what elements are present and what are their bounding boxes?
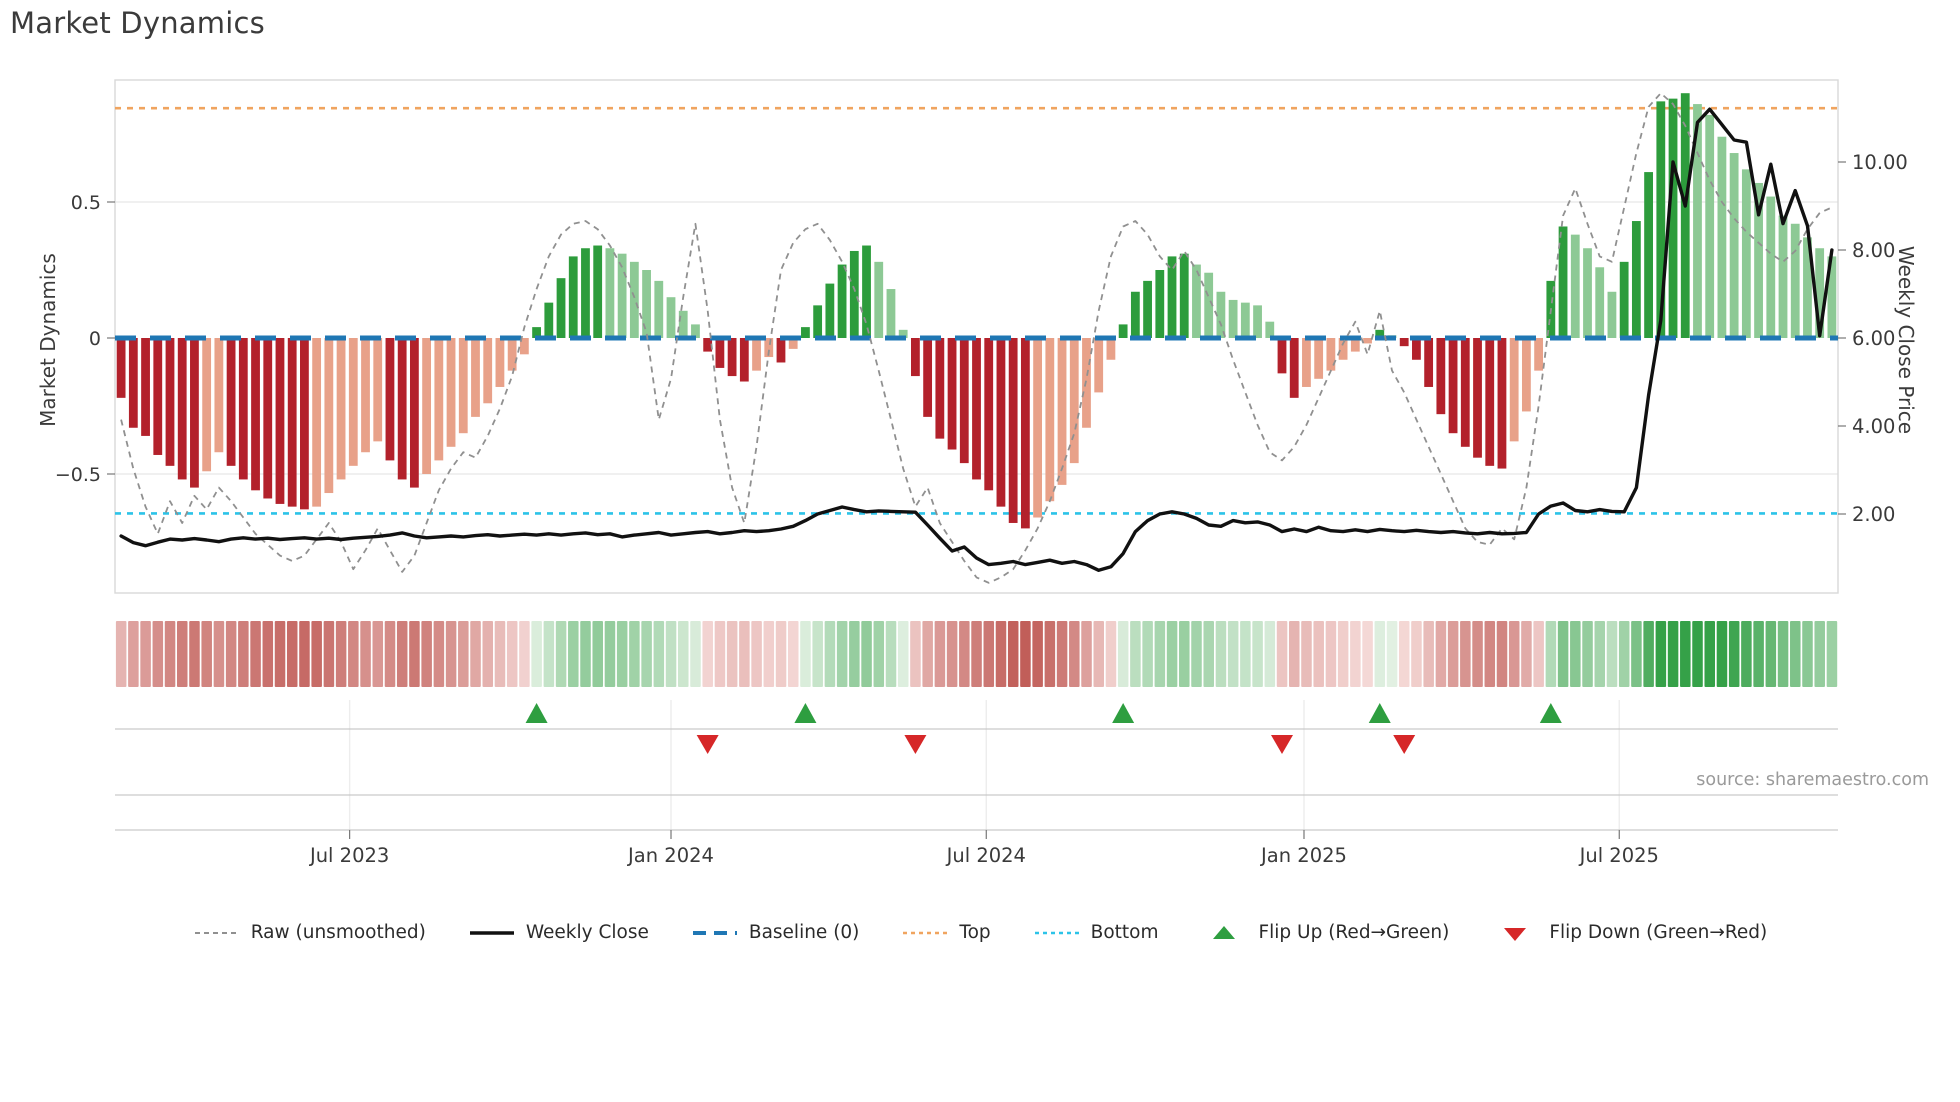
- legend-label-flip-up: Flip Up (Red→Green): [1258, 922, 1450, 943]
- legend-label-bottom: Bottom: [1090, 922, 1159, 943]
- flip-down-markers: [696, 735, 1416, 754]
- svg-text:8.00: 8.00: [1852, 239, 1895, 262]
- svg-text:0: 0: [89, 328, 101, 350]
- legend-item-bottom: Bottom: [1033, 922, 1159, 943]
- legend-item-raw: Raw (unsmoothed): [193, 922, 426, 943]
- legend-item-top: Top: [901, 922, 991, 943]
- legend-label-weekly-close: Weekly Close: [525, 922, 649, 943]
- axis-ticks: 0.5 0 −0.5 10.00 8.00 6.00 4.00 2.00: [55, 151, 1908, 526]
- svg-text:Jul 2023: Jul 2023: [308, 844, 389, 867]
- solid-black-swatch-icon: [469, 930, 514, 935]
- legend-item-weekly-close: Weekly Close: [468, 922, 649, 943]
- legend-label-raw: Raw (unsmoothed): [250, 922, 426, 943]
- tri-down-swatch-icon: [1504, 927, 1527, 941]
- flip-markers-panel: [115, 700, 1838, 831]
- svg-text:6.00: 6.00: [1852, 327, 1895, 350]
- x-axis: Jul 2023 Jan 2024 Jul 2024 Jan 2025 Jul 2025: [308, 830, 1659, 867]
- oscillator-bars: [116, 93, 1837, 529]
- chart-legend: Raw (unsmoothed) Weekly Close Baseline (0)…: [0, 922, 1960, 943]
- svg-text:Jan 2024: Jan 2024: [626, 844, 714, 867]
- svg-text:4.00: 4.00: [1852, 415, 1895, 438]
- momentum-heatmap-strip: [115, 621, 1838, 687]
- tri-up-swatch-icon: [1213, 925, 1236, 939]
- legend-item-flip-up: Flip Up (Red→Green): [1200, 922, 1449, 943]
- legend-item-baseline: Baseline (0): [691, 922, 860, 943]
- flip-up-markers: [525, 703, 1562, 723]
- svg-text:Jan 2025: Jan 2025: [1259, 844, 1347, 867]
- svg-text:−0.5: −0.5: [55, 464, 101, 486]
- weekly-close-line: [119, 107, 1834, 572]
- svg-text:Jul 2025: Jul 2025: [1578, 844, 1659, 867]
- dash-blue-swatch-icon: [692, 930, 737, 935]
- dot-orange-swatch-icon: [903, 931, 948, 934]
- svg-text:Jul 2024: Jul 2024: [945, 844, 1026, 867]
- chart-title: Market Dynamics: [10, 6, 265, 40]
- legend-label-top: Top: [959, 922, 991, 943]
- market-dynamics-chart: 0.5 0 −0.5 10.00 8.00 6.00 4.00 2.00 Jul 2023 Jan…: [55, 79, 1908, 867]
- svg-text:10.00: 10.00: [1852, 151, 1908, 174]
- legend-label-flip-down: Flip Down (Green→Red): [1549, 922, 1768, 943]
- dash-gray-swatch-icon: [194, 931, 239, 934]
- legend-item-flip-down: Flip Down (Green→Red): [1491, 922, 1767, 943]
- svg-text:2.00: 2.00: [1852, 503, 1895, 526]
- svg-text:0.5: 0.5: [71, 192, 101, 214]
- raw-line: [120, 92, 1833, 584]
- source-credit: source: sharemaestro.com: [1696, 770, 1929, 790]
- legend-label-baseline: Baseline (0): [748, 922, 860, 943]
- dot-cyan-swatch-icon: [1034, 931, 1079, 934]
